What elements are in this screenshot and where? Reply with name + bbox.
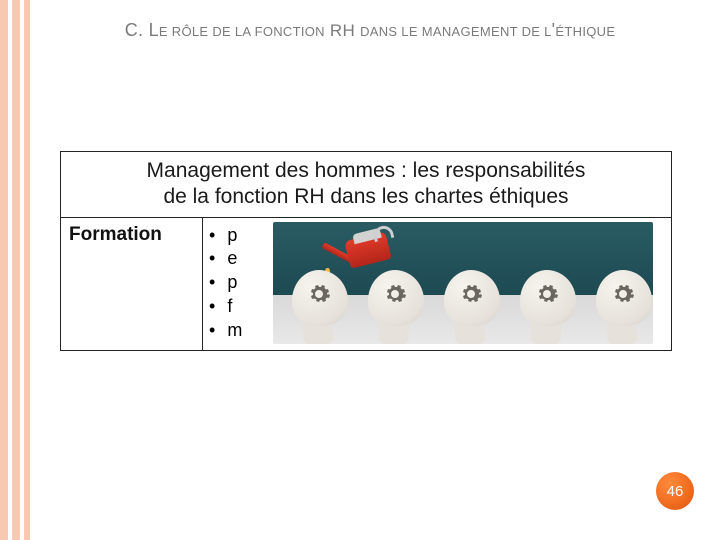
bullet-item: p: [209, 224, 265, 248]
title-rh: RH: [325, 21, 360, 40]
gear-icon: [383, 282, 407, 306]
page-number: 46: [667, 483, 684, 500]
head-icon: [365, 270, 427, 344]
head-icon: [517, 270, 579, 344]
title-seg: E: [159, 24, 168, 39]
head-icon: [593, 270, 653, 344]
head-icon: [289, 270, 351, 344]
row-label: Formation: [61, 218, 203, 350]
bullet-item: p: [209, 271, 265, 295]
bullet-item: e: [209, 247, 265, 271]
gear-icon: [459, 282, 483, 306]
oil-can-icon: [319, 226, 403, 272]
gear-icon: [535, 282, 559, 306]
title-seg: DANS LE MANAGEMENT DE L: [360, 24, 552, 39]
bullet-item: m: [209, 319, 265, 343]
bullet-item: f: [209, 295, 265, 319]
illustration-cell: [273, 218, 671, 350]
gear-icon: [307, 282, 331, 306]
decorative-left-stripes: [0, 0, 30, 540]
heads-gears-illustration: [273, 222, 653, 344]
stripe: [0, 0, 8, 540]
bullet-list: p e p f m: [203, 218, 273, 350]
gear-icon: [611, 282, 635, 306]
title-seg: RÔLE DE LA FONCTION: [168, 24, 325, 39]
panel-header-line: de la fonction RH dans les chartes éthiq…: [163, 185, 568, 208]
title-seg: ÉTHIQUE: [555, 24, 615, 39]
title-prefix: C. L: [125, 20, 159, 40]
panel-body: Formation p e p f m: [61, 218, 671, 350]
panel-header: Management des hommes : les responsabili…: [61, 152, 671, 218]
head-icon: [441, 270, 503, 344]
content-panel: Management des hommes : les responsabili…: [60, 151, 672, 351]
panel-header-line: Management des hommes : les responsabili…: [147, 159, 586, 182]
page-number-badge: 46: [656, 472, 694, 510]
slide-title: C. LE RÔLE DE LA FONCTION RH DANS LE MAN…: [50, 20, 690, 41]
stripe: [12, 0, 20, 540]
slide-content: C. LE RÔLE DE LA FONCTION RH DANS LE MAN…: [30, 0, 720, 540]
